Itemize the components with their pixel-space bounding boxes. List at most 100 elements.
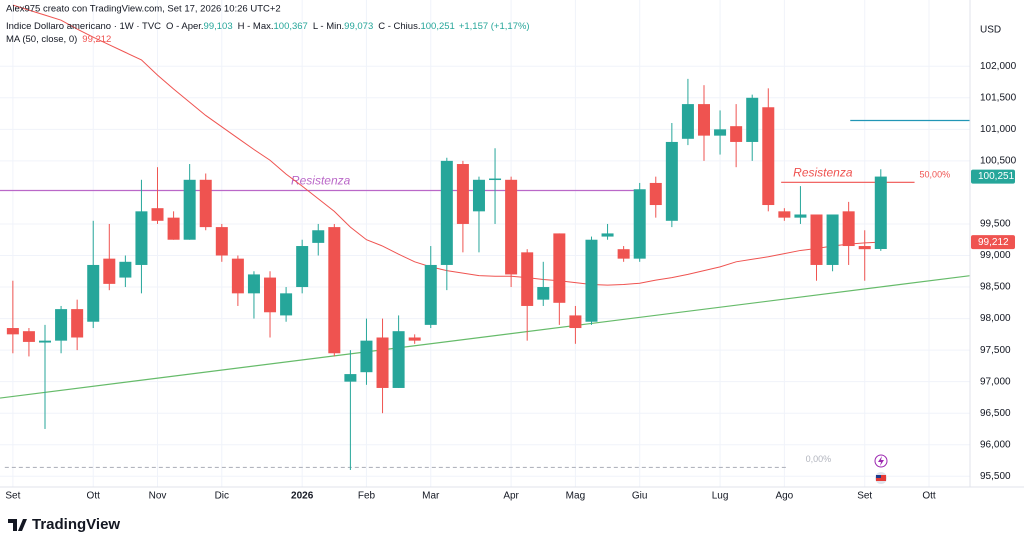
candle-body (537, 287, 550, 300)
y-tick-label: 102,000 (980, 61, 1017, 72)
candle-body (569, 315, 582, 329)
drawing-text: Resistenza (291, 174, 351, 188)
x-tick-label: Feb (358, 491, 376, 502)
price-tag-label: 100,251 (978, 171, 1015, 182)
x-tick-label: Mag (566, 491, 585, 502)
legend-value: 100,251 (420, 21, 454, 32)
header: Alex975 creato con TradingView.com, Set … (6, 4, 281, 15)
candle-body (826, 214, 839, 265)
x-tick-label: Ago (775, 491, 793, 502)
x-tick-label: Nov (149, 491, 167, 502)
drawing-level: 50,00% (920, 170, 951, 180)
candle-body (424, 264, 437, 325)
ma-value: 99,212 (82, 34, 111, 45)
x-tick-label: Ott (87, 491, 101, 502)
candle-body (489, 178, 502, 181)
currency: USD (980, 25, 1001, 36)
legend-label: H - Max. (238, 21, 274, 32)
y-tick-label: 101,000 (980, 124, 1017, 135)
candle-body (296, 246, 309, 288)
x-tick-label: Giu (632, 491, 648, 502)
candle-body (746, 97, 759, 142)
candle-body (697, 104, 710, 136)
candle-body (280, 293, 293, 316)
candle-body (22, 331, 35, 342)
drawing-level: 0,00% (806, 454, 832, 464)
candle-body (167, 217, 180, 240)
candle-body (778, 211, 791, 218)
candle-body (71, 309, 84, 338)
y-tick-label: 97,000 (980, 376, 1011, 387)
candle-body (199, 179, 212, 228)
y-tick-label: 96,500 (980, 408, 1011, 419)
x-tick-label: Set (5, 491, 20, 502)
candle-body (328, 227, 341, 354)
logo: TradingView (8, 516, 120, 533)
y-tick-label: 97,500 (980, 345, 1011, 356)
legend-label: C - Chius. (378, 21, 420, 32)
legend-label: L - Min. (313, 21, 344, 32)
brand: TradingView (32, 516, 120, 533)
candle-body (730, 126, 743, 142)
ohlc-legend: Indice Dollaro americano · 1W · TVC O - A… (6, 21, 530, 32)
candle-body (762, 107, 775, 206)
candle-body (392, 331, 405, 388)
candle-body (264, 277, 277, 313)
x-tick-label: Dic (215, 491, 229, 502)
candle-body (344, 374, 357, 382)
candle-body (874, 176, 887, 249)
candle-body (472, 179, 485, 212)
candle-body (553, 233, 566, 303)
candle-body (858, 246, 871, 250)
ma-legend: MA (50, close, 0) 99,212 (6, 34, 111, 45)
candle-body (103, 258, 116, 284)
event-icon (878, 456, 884, 466)
icons (874, 454, 888, 484)
candle-body (810, 214, 823, 265)
candle-body (649, 182, 662, 206)
drawing-text: Resistenza (793, 165, 853, 179)
y-tick-label: 99,500 (980, 219, 1011, 230)
candle-body (617, 249, 630, 259)
symbol: Indice Dollaro americano · 1W · TVC (6, 21, 161, 32)
candle-body (6, 328, 19, 335)
candle-body (794, 214, 807, 218)
x-tick-label: Apr (503, 491, 519, 502)
x-tick-label: Lug (712, 491, 729, 502)
candle-body (151, 208, 164, 221)
candle-body (55, 309, 68, 341)
candle-body (360, 340, 373, 373)
logo-mark (8, 519, 27, 531)
price-tag-label: 99,212 (978, 237, 1009, 248)
legend-value: +1,157 (+1,17%) (459, 21, 530, 32)
candle-body (633, 189, 646, 259)
candle-body (681, 104, 694, 139)
candle-body (215, 227, 228, 256)
candle-body (312, 230, 325, 243)
candle-body (456, 164, 469, 224)
x-tick-label: 2026 (291, 491, 314, 502)
y-tick-label: 99,000 (980, 250, 1011, 261)
ma-label: MA (50, close, 0) (6, 34, 77, 45)
legend-value: 100,367 (274, 21, 308, 32)
price-tag (971, 235, 1015, 250)
x-tick-label: Set (857, 491, 872, 502)
candle-body (183, 179, 196, 240)
candle-body (119, 261, 132, 278)
flag-icon (876, 475, 881, 478)
candle-body (505, 179, 518, 275)
drawing-line (0, 275, 971, 399)
y-tick-label: 95,500 (980, 471, 1011, 482)
plot: Resistenza Resistenza 50,00% 0,00% (0, 4, 971, 470)
candle-body (247, 274, 260, 294)
candle-body (842, 211, 855, 247)
candle-body (231, 258, 244, 294)
price-tag (971, 169, 1015, 184)
candle-body (376, 337, 389, 388)
y-tick-label: 101,500 (980, 92, 1017, 103)
y-tick-label: 100,500 (980, 156, 1017, 167)
legend-label: O - Aper. (166, 21, 204, 32)
event-icon (874, 454, 888, 468)
legend-value: 99,103 (204, 21, 233, 32)
candle-body (714, 129, 727, 136)
